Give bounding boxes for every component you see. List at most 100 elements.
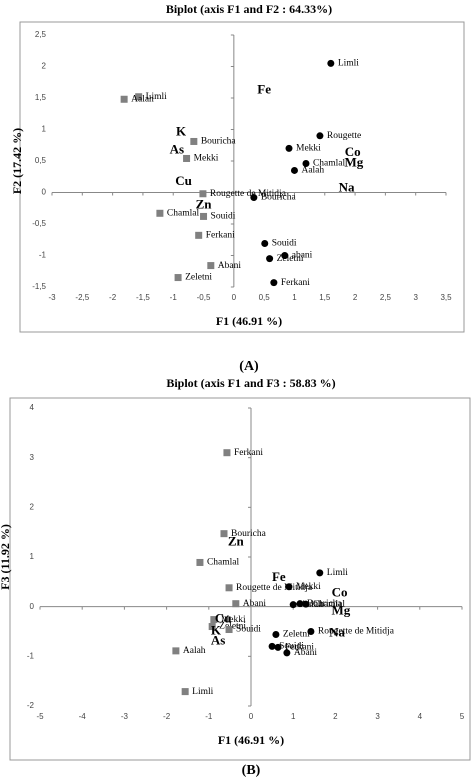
point-label: Mekki — [194, 154, 219, 164]
x-tick-label: 2 — [353, 293, 358, 302]
point-label: Mekki — [221, 615, 246, 625]
point — [307, 628, 315, 635]
point — [183, 154, 191, 162]
point-label: Abani — [218, 261, 242, 271]
point-label: Mekki — [296, 582, 321, 592]
y-tick-label: 0,5 — [35, 156, 47, 165]
variable-label: Fe — [272, 569, 286, 584]
point — [290, 166, 298, 174]
point — [172, 647, 180, 655]
point-label: Mekki — [296, 144, 321, 154]
variable-label: Na — [329, 624, 345, 639]
point-label: Abani — [243, 599, 267, 609]
x-tick-label: 4 — [418, 712, 423, 721]
caption: (B) — [242, 763, 261, 778]
x-tick-label: -2 — [163, 712, 171, 721]
caption: (A) — [239, 359, 259, 374]
point — [223, 449, 231, 457]
x-tick-label: -3 — [48, 293, 56, 302]
point-label: Ferkani — [285, 643, 314, 653]
x-tick-label: -2 — [109, 293, 117, 302]
point — [285, 583, 293, 591]
point — [250, 194, 258, 202]
y-tick-label: -0,5 — [32, 219, 46, 228]
variable-label: Co — [345, 144, 361, 159]
point-label: Aalah — [300, 600, 323, 610]
chart-frame — [9, 397, 471, 761]
point — [302, 600, 310, 608]
point — [266, 255, 274, 263]
point — [225, 584, 233, 592]
point-label: Ferkani — [206, 231, 235, 241]
y-tick-label: 0 — [30, 602, 35, 611]
point — [272, 630, 280, 638]
point — [285, 144, 293, 152]
variable-label: Mg — [344, 155, 363, 170]
point-label: Abani — [294, 648, 318, 658]
y-tick-label: 4 — [30, 403, 35, 412]
point-label: Souidi — [211, 212, 236, 222]
x-tick-label: 0 — [249, 712, 254, 721]
y-tick-label: 2,5 — [35, 30, 47, 39]
y-tick-label: 0 — [42, 188, 47, 197]
y-tick-label: -2 — [27, 701, 35, 710]
point-label: Aalah — [131, 94, 154, 104]
point — [281, 252, 289, 259]
point — [268, 642, 276, 650]
x-tick-label: -2,5 — [75, 293, 89, 302]
x-tick-label: -1,5 — [136, 293, 150, 302]
variable-label: Zn — [196, 197, 213, 212]
point-label: Zeletni — [277, 254, 304, 264]
point-label: Aalah — [301, 166, 324, 176]
point — [302, 160, 310, 168]
variable-label: Fe — [257, 81, 271, 96]
y-tick-label: 3 — [30, 453, 35, 462]
point-label: Rougette — [327, 131, 361, 141]
variable-label: As — [211, 632, 225, 647]
point — [174, 274, 182, 282]
point — [232, 600, 240, 608]
x-tick-label: -5 — [36, 712, 44, 721]
x-tick-label: 1,5 — [319, 293, 331, 302]
point-label: Zeletni — [219, 622, 246, 632]
variable-label: Zn — [228, 534, 245, 549]
point-label: Aalah — [183, 646, 206, 656]
point — [181, 688, 189, 696]
point-label: Limli — [146, 92, 167, 102]
y-tick-label: -1 — [27, 651, 35, 660]
point — [316, 132, 324, 140]
point-label: Rougette de Mitidja — [318, 627, 395, 637]
point — [207, 262, 215, 270]
point — [195, 231, 203, 239]
y-tick-label: 1 — [30, 552, 35, 561]
x-tick-label: 3 — [413, 293, 418, 302]
point — [196, 558, 204, 566]
point-label: Bouricha — [261, 193, 297, 203]
point — [289, 601, 297, 609]
x-tick-label: -1 — [170, 293, 178, 302]
point-label: Rougette de Mitidja — [210, 189, 287, 199]
x-tick-label: -0,5 — [197, 293, 211, 302]
point-label: Limli — [192, 687, 213, 697]
point — [296, 600, 304, 608]
variable-label: Co — [332, 585, 348, 600]
variable-label: Cu — [175, 173, 192, 188]
y-tick-label: 2 — [42, 62, 47, 71]
chart-title: Biplot (axis F1 and F3 : 58.83 %) — [166, 376, 335, 390]
x-tick-label: -3 — [121, 712, 129, 721]
point-label: abani — [292, 251, 313, 261]
y-tick-label: -1 — [39, 251, 47, 260]
point — [199, 190, 207, 198]
point-label: Chamlal — [207, 558, 240, 568]
y-tick-label: 2 — [30, 502, 35, 511]
point-label: Chamlal — [313, 159, 346, 169]
point — [225, 626, 233, 634]
point — [208, 623, 216, 631]
x-tick-label: 2 — [333, 712, 338, 721]
point — [156, 209, 164, 217]
variable-label: K — [176, 124, 187, 139]
x-tick-label: 3,5 — [440, 293, 452, 302]
variable-label: As — [170, 141, 184, 156]
x-tick-label: 2,5 — [380, 293, 392, 302]
